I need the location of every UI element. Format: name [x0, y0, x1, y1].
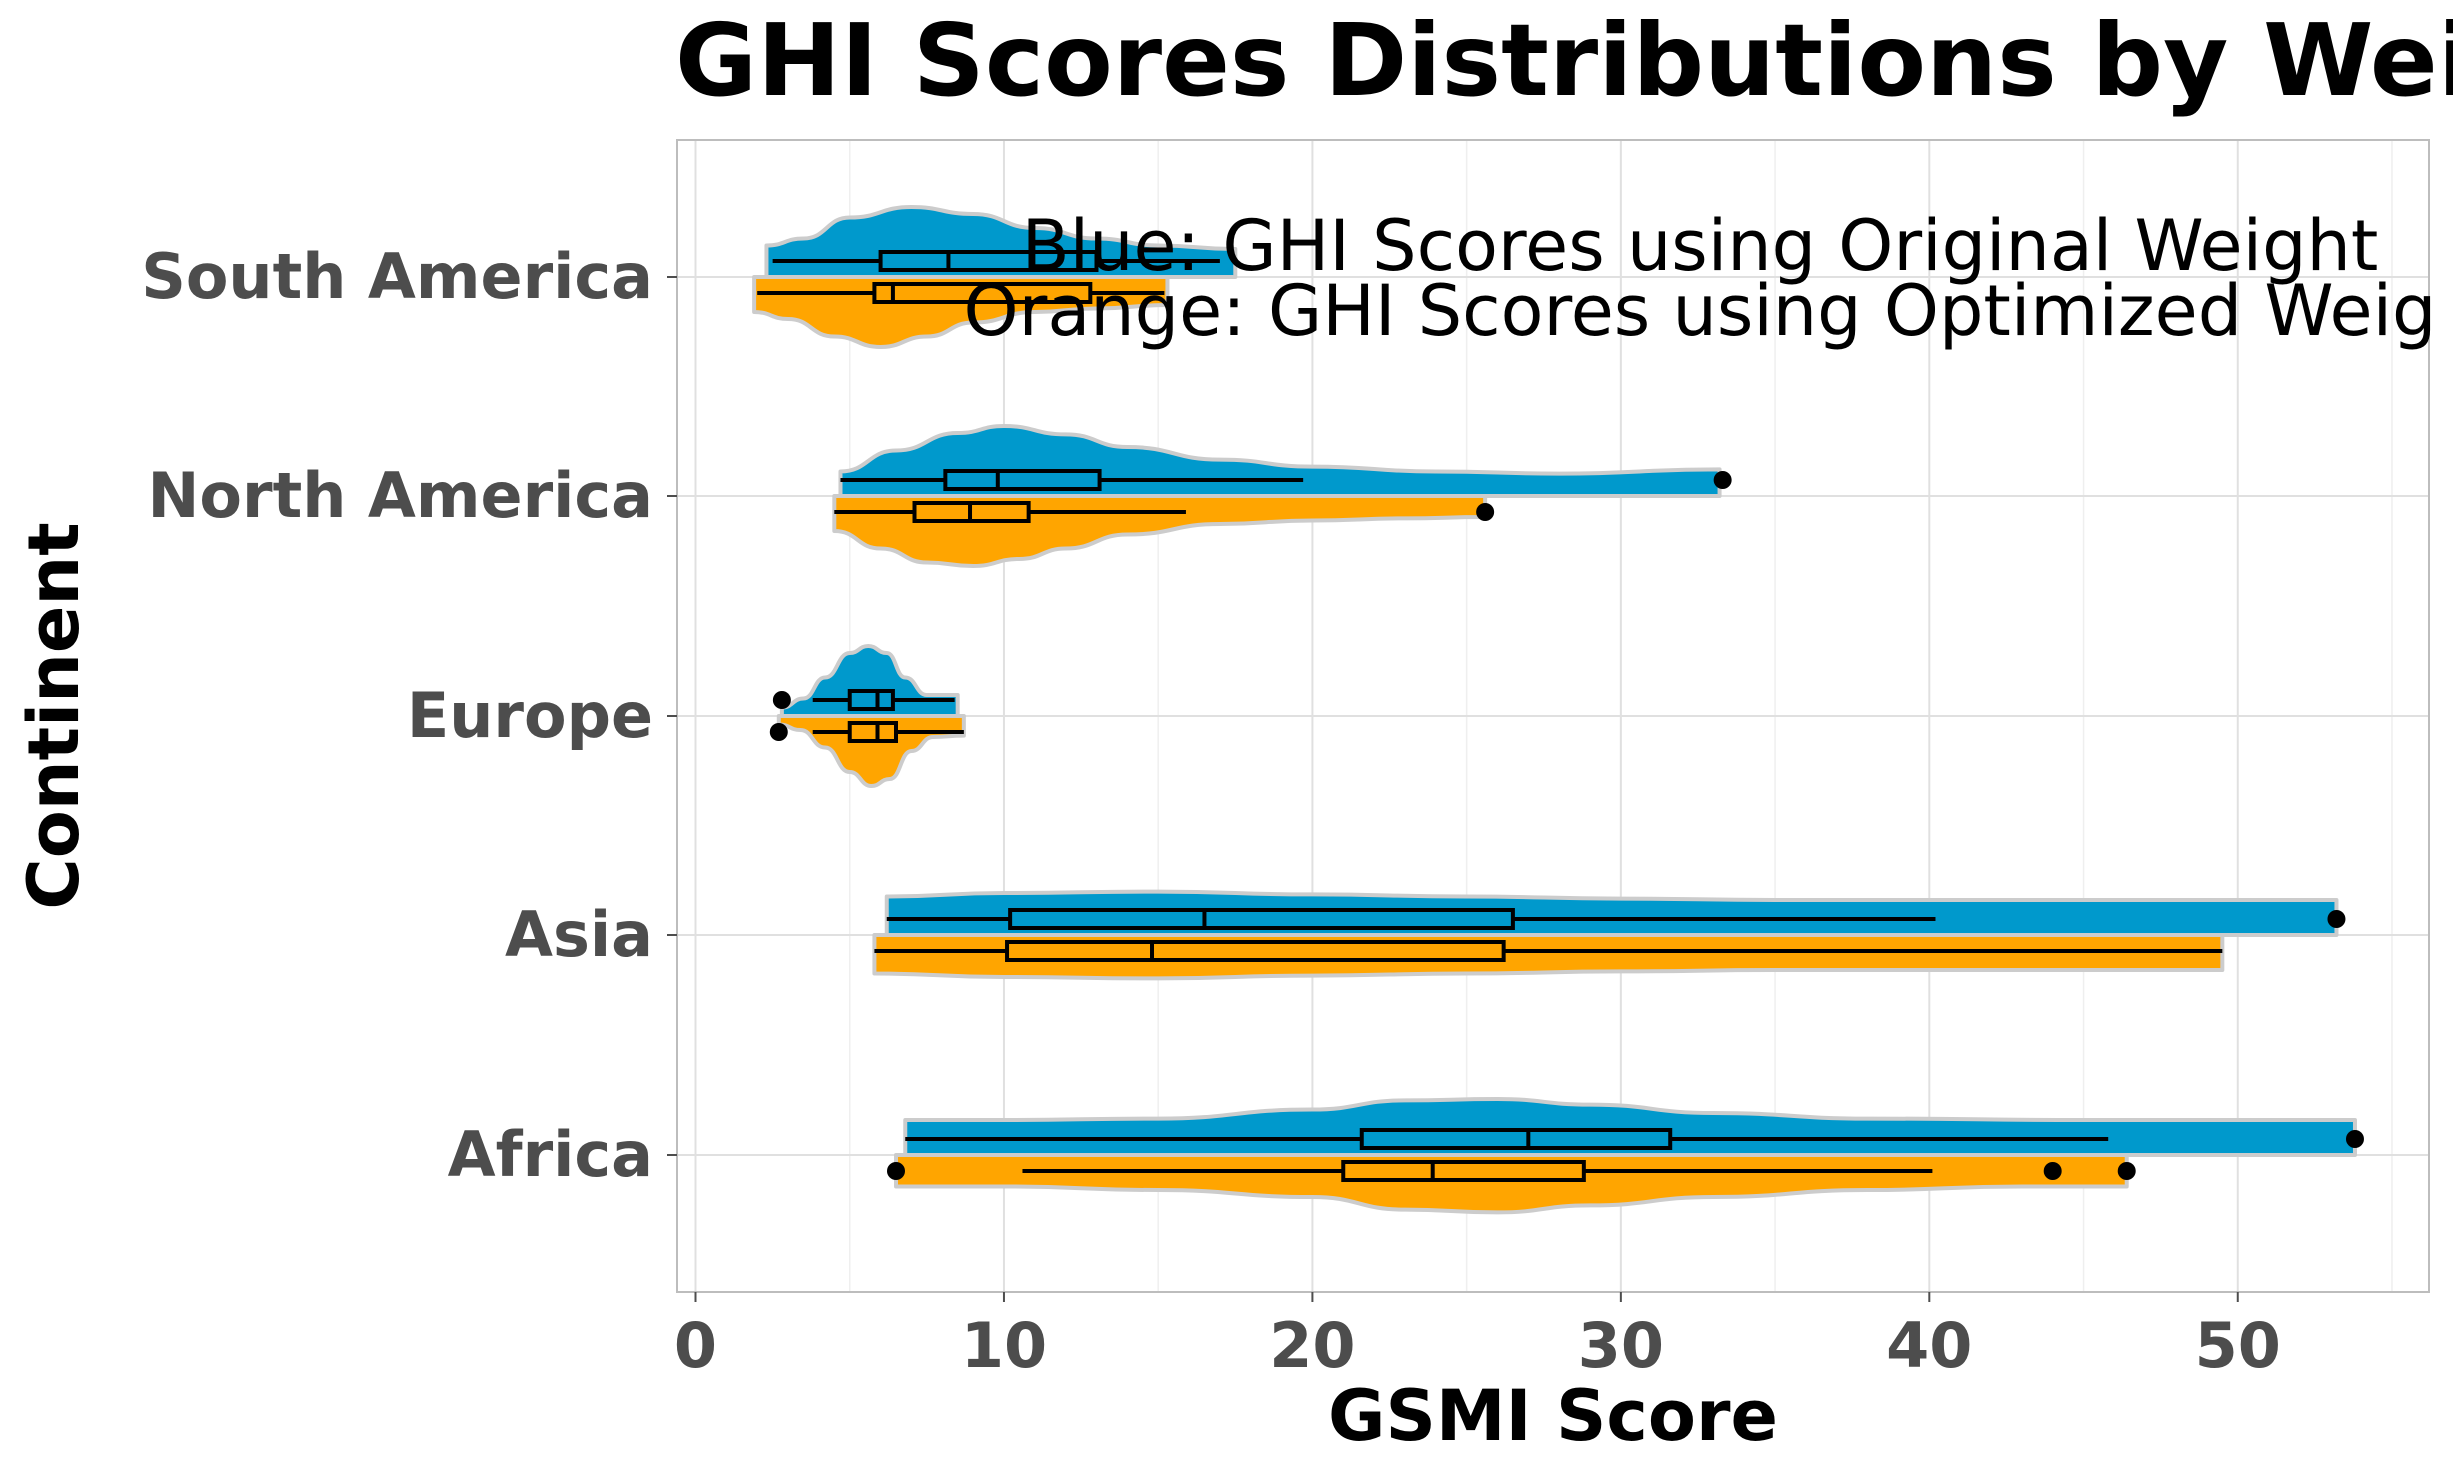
x-tick-label: 0 — [674, 1309, 717, 1382]
axes: 0 10 20 30 40 50 South America North America Eur… — [141, 240, 2281, 1382]
violin-original-north-america — [838, 424, 1722, 498]
outlier-original-europe — [772, 691, 791, 709]
box-original-africa — [1359, 1128, 1673, 1150]
outlier-optimized-africa — [2117, 1162, 2136, 1180]
outlier-original-asia — [2327, 910, 2346, 928]
y-tick-label: Asia — [505, 898, 653, 971]
x-tick-label: 20 — [1269, 1309, 1355, 1382]
y-axis-title: Continent — [13, 522, 95, 909]
y-tick-label: Africa — [448, 1118, 653, 1191]
box-optimized-south-america — [872, 282, 1093, 304]
chart-title: GHI Scores Distributions by Wei — [675, 2, 2453, 119]
outlier-original-africa — [2345, 1130, 2364, 1148]
box-optimized-africa — [1341, 1160, 1586, 1182]
violin-optimized-asia — [872, 933, 2225, 981]
violin-original-europe — [779, 644, 960, 718]
x-tick-label: 10 — [961, 1309, 1047, 1382]
box-plots — [757, 250, 2364, 1182]
y-tick-label: Europe — [407, 679, 653, 752]
x-tick-label: 30 — [1578, 1309, 1664, 1382]
outlier-optimized-africa — [887, 1162, 905, 1180]
box-original-asia — [1008, 908, 1515, 930]
violin-series — [752, 205, 2357, 1215]
x-axis-title: GSMI Score — [1328, 1375, 1778, 1457]
violin-optimized-north-america — [832, 494, 1488, 568]
x-tick-label: 40 — [1886, 1309, 1972, 1382]
outlier-optimized-north-america — [1476, 503, 1495, 521]
x-tick-label: 50 — [2195, 1309, 2281, 1382]
box-original-north-america — [943, 469, 1102, 491]
violin-optimized-europe — [776, 714, 966, 788]
box-optimized-europe — [847, 721, 899, 743]
outlier-optimized-africa — [2043, 1162, 2062, 1180]
note-original-weights: Blue: GHI Scores using Original Weight — [1022, 205, 2379, 287]
outlier-original-north-america — [1713, 471, 1732, 489]
note-optimized-weights: Orange: GHI Scores using Optimized Weig — [964, 270, 2437, 352]
y-tick-label: North America — [148, 459, 653, 532]
violin-original-asia — [884, 889, 2339, 937]
box-optimized-asia — [1005, 940, 1506, 962]
y-tick-label: South America — [141, 240, 653, 313]
box-original-europe — [847, 689, 895, 711]
outlier-optimized-europe — [769, 723, 788, 741]
box-original-south-america — [878, 250, 1099, 272]
